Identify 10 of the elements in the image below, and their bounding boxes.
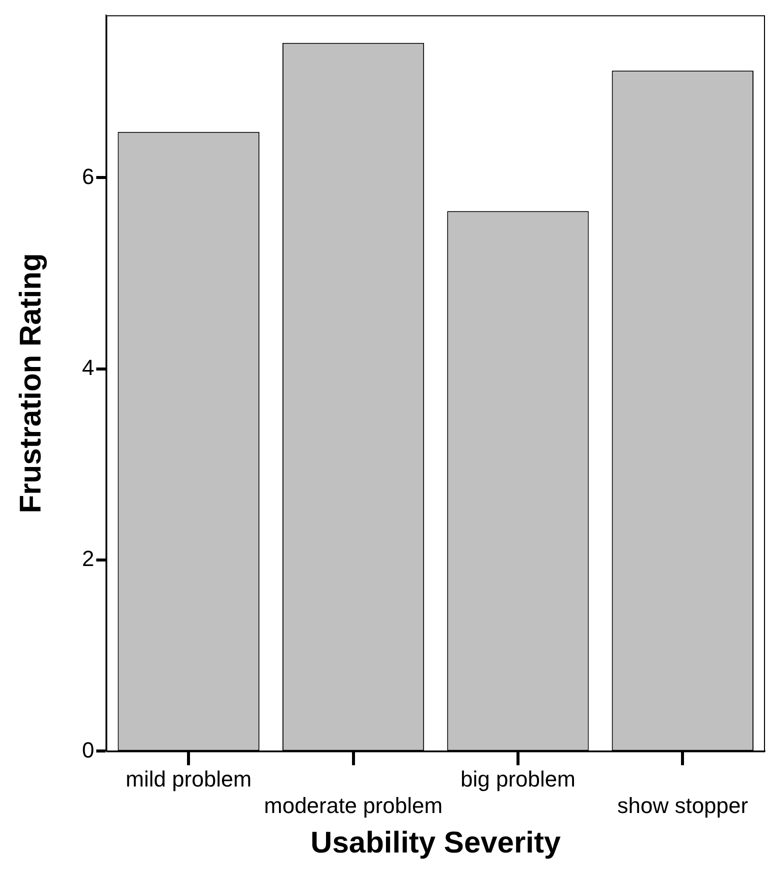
- y-tick-label: 4: [82, 354, 94, 380]
- y-tick-label: 6: [82, 164, 94, 189]
- y-axis-title: Frustration Rating: [14, 253, 48, 514]
- y-tick-label: 2: [82, 546, 94, 572]
- x-tick-label: show stopper: [617, 792, 748, 818]
- x-tick-label: moderate problem: [264, 792, 443, 818]
- x-axis-title: Usability Severity: [310, 826, 561, 860]
- x-tick-label: mild problem: [126, 766, 252, 792]
- y-tick-label: 0: [82, 737, 94, 762]
- x-tick-label: big problem: [460, 766, 576, 792]
